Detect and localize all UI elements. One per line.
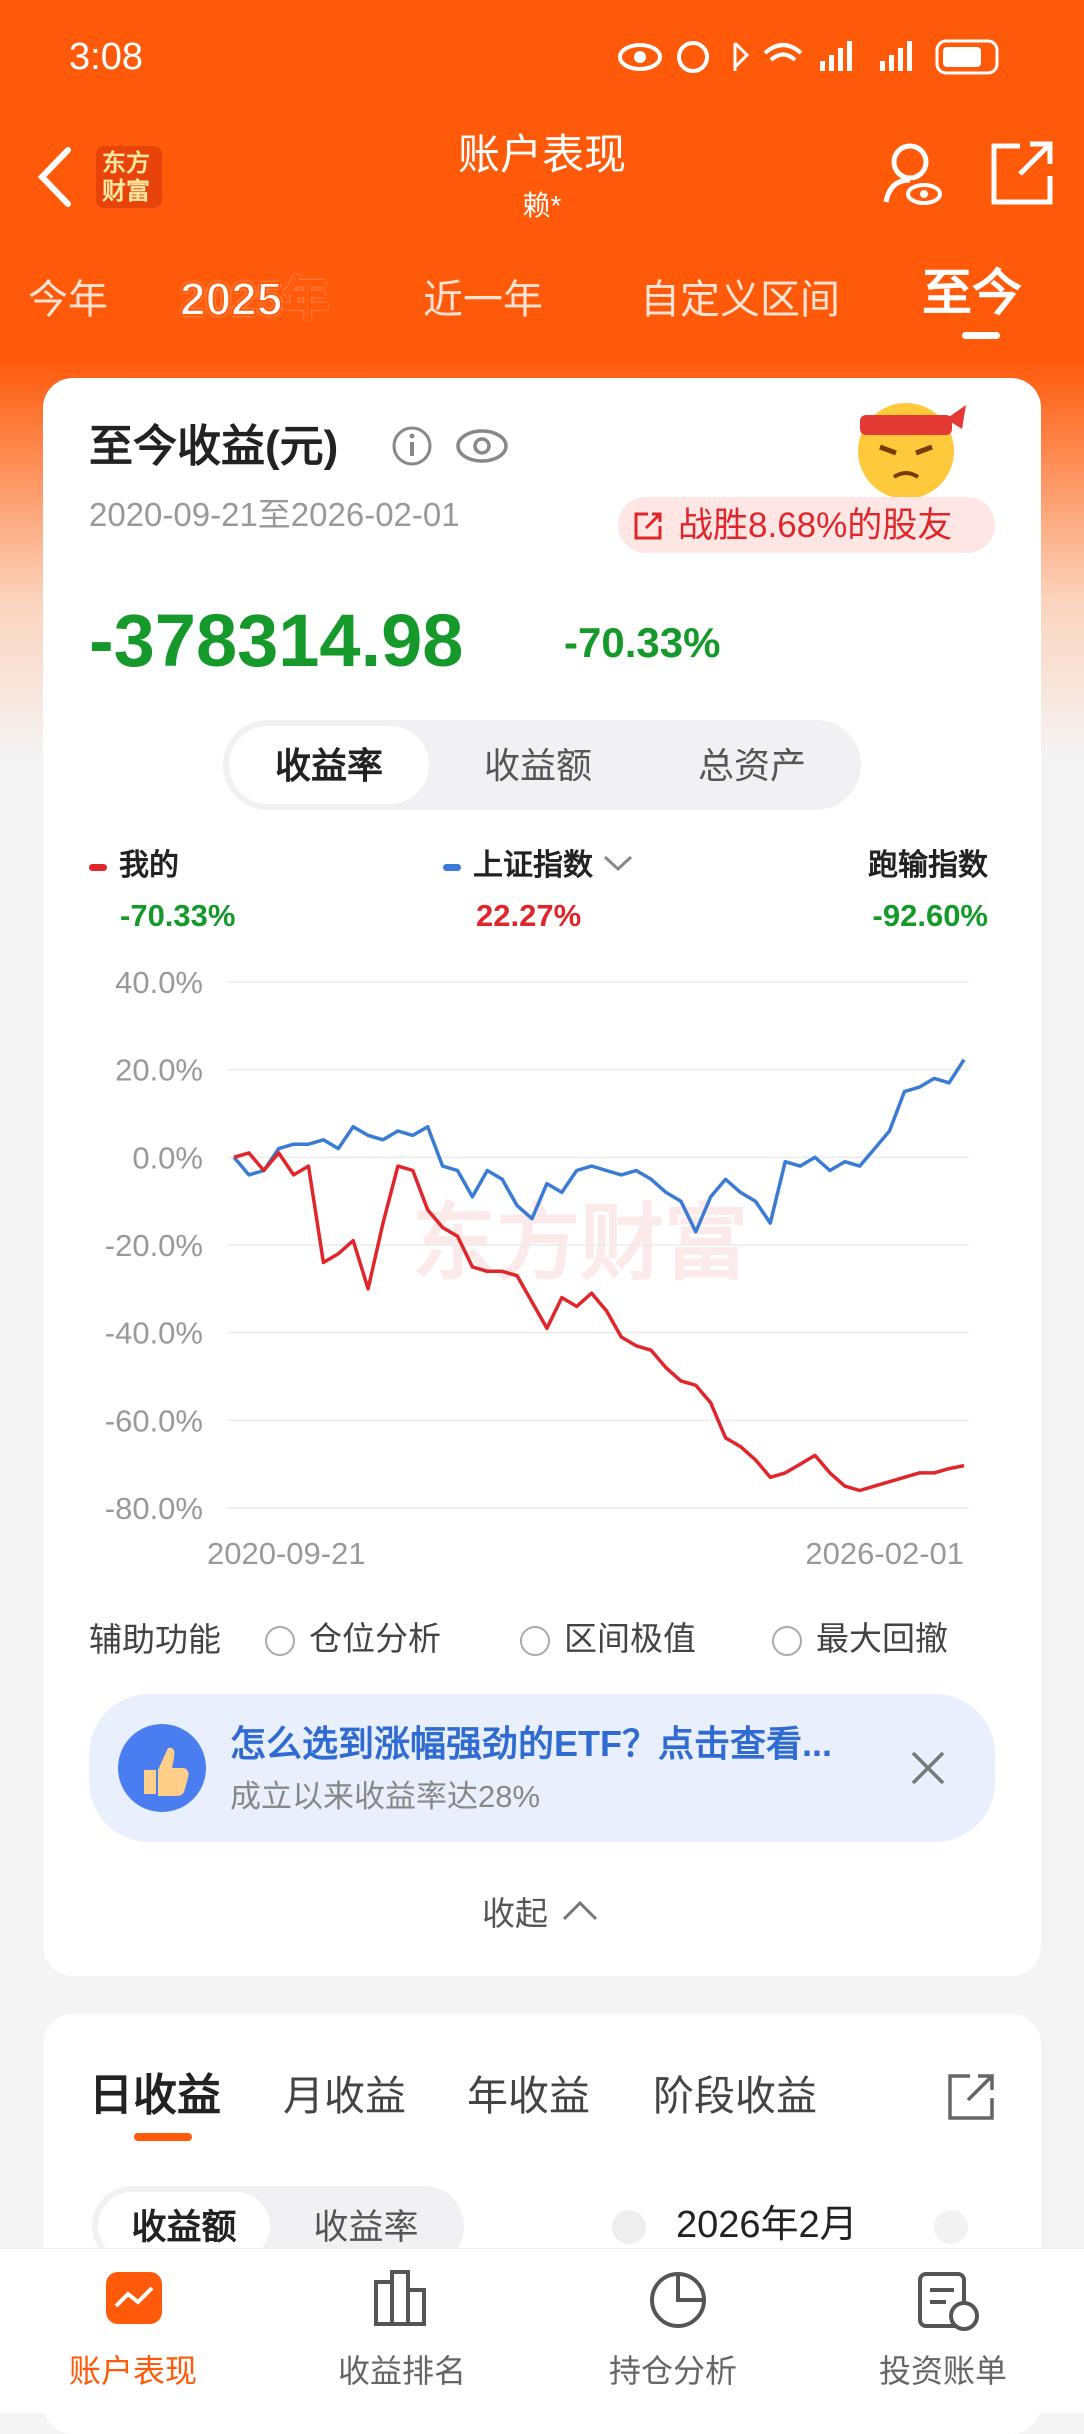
earnings-tab[interactable]: 月收益 — [283, 2073, 406, 2119]
page-title: 账户表现 — [457, 131, 626, 178]
nav-icons — [106, 2270, 979, 2331]
summary-title: 至今收益(元) — [89, 422, 339, 471]
tool-option[interactable]: 区间极值 — [520, 1620, 696, 1657]
tool-option[interactable]: 仓位分析 — [265, 1620, 441, 1657]
prev-month[interactable] — [612, 2210, 646, 2244]
close-button[interactable] — [910, 1750, 946, 1786]
y-tick-label: 20.0% — [115, 1053, 203, 1088]
tool-option[interactable]: 最大回撤 — [772, 1620, 948, 1657]
y-tick-label: 40.0% — [115, 965, 203, 1000]
tool-option-label: 区间极值 — [564, 1620, 696, 1657]
line-chart: 东方财富 -80.0% -60.0% -40.0% -20.0% 0.0% 20.0% 40… — [105, 965, 969, 1571]
logo-text: 东方 — [102, 150, 150, 177]
next-month[interactable] — [934, 2210, 968, 2244]
promo-title: 怎么选到涨幅强劲的ETF？点击查看... — [230, 1723, 832, 1764]
legend-swatch — [89, 863, 107, 871]
legend-item: 我的 — [89, 851, 179, 881]
dropdown-icon — [603, 855, 633, 872]
mascot — [858, 403, 966, 499]
tab-indicator — [962, 332, 1000, 339]
tool-option-label: 仓位分析 — [309, 1620, 441, 1657]
x-tick-label: 2026-02-01 — [805, 1536, 964, 1571]
y-tick-label: 0.0% — [132, 1140, 203, 1175]
header-actions[interactable] — [880, 140, 1055, 210]
legend-label: 跑输指数 — [868, 849, 988, 882]
tab-indicator — [134, 2133, 192, 2141]
summary-icons[interactable] — [390, 424, 520, 472]
nav-item[interactable]: 持仓分析 — [608, 2353, 737, 2389]
tool-option-label: 最大回撤 — [816, 1620, 948, 1657]
promo-banner[interactable] — [89, 1694, 995, 1842]
nav-item[interactable]: 收益排名 — [337, 2353, 466, 2389]
legend-value: -70.33% — [120, 898, 236, 933]
badge[interactable] — [618, 497, 995, 553]
total-amount: -378314.98 — [89, 599, 464, 682]
series-line — [233, 1151, 965, 1493]
series-line — [232, 1058, 966, 1234]
earnings-tab-active[interactable]: 日收益 — [89, 2071, 221, 2120]
period-tab-active[interactable]: 至今 — [922, 265, 1022, 321]
legend-swatch — [443, 863, 461, 871]
period-tab[interactable]: 自定义区间 — [640, 278, 840, 322]
status-icons — [618, 39, 999, 75]
earnings-tab[interactable]: 年收益 — [467, 2073, 590, 2119]
x-tick-label: 2020-09-21 — [207, 1536, 366, 1571]
date-range: 2020-09-21至2026-02-01 — [89, 496, 460, 533]
legend-label: 上证指数 — [473, 849, 593, 882]
toggle-option[interactable]: 收益率 — [313, 2208, 419, 2247]
collapse-button[interactable]: 收起 — [482, 1897, 600, 1930]
share-button[interactable] — [946, 2072, 996, 2122]
legend-value: 22.27% — [476, 898, 582, 933]
nav-item-active[interactable]: 账户表现 — [68, 2353, 197, 2389]
back-button[interactable] — [36, 146, 76, 208]
y-tick-label: -20.0% — [105, 1228, 203, 1263]
segment-tab[interactable]: 收益额 — [483, 745, 592, 786]
segment-tab[interactable]: 总资产 — [697, 745, 806, 786]
promo-subtitle: 成立以来收益率达28% — [230, 1779, 541, 1814]
share-icon — [634, 512, 662, 540]
page-subtitle: 赖* — [522, 190, 562, 221]
logo: 东方 财富 — [96, 146, 162, 208]
logo-text: 财富 — [102, 178, 150, 205]
badge-text: 战胜8.68%的股友 — [678, 506, 953, 545]
legend-value: -92.60% — [872, 898, 988, 933]
y-tick-label: -80.0% — [105, 1491, 203, 1526]
segment-selected — [229, 726, 429, 804]
period-tab[interactable]: 近一年 — [423, 278, 543, 322]
month-label[interactable]: 2026年2月 — [676, 2204, 858, 2246]
status-time: 3:08 — [69, 36, 143, 78]
period-tab[interactable]: 今年 — [28, 278, 108, 322]
legend-label: 我的 — [119, 849, 179, 882]
period-tab[interactable]: 2025年 — [179, 273, 329, 325]
earnings-tab[interactable]: 阶段收益 — [653, 2073, 817, 2119]
tools-label: 辅助功能 — [89, 1621, 221, 1658]
collapse-icon — [562, 1900, 598, 1921]
nav-item[interactable]: 投资账单 — [878, 2353, 1007, 2389]
toggle-option[interactable]: 收益额 — [131, 2208, 237, 2247]
bottom-nav — [0, 2248, 1084, 2413]
total-rate: -70.33% — [564, 619, 721, 666]
promo-icon — [118, 1724, 206, 1812]
y-tick-label: -60.0% — [105, 1403, 203, 1438]
y-tick-label: -40.0% — [105, 1316, 203, 1351]
collapse-label: 收起 — [482, 1895, 548, 1932]
watermark: 东方财富 — [412, 1196, 748, 1290]
segment-tab[interactable]: 收益率 — [274, 745, 383, 786]
legend-item[interactable]: 上证指数 — [443, 851, 635, 881]
